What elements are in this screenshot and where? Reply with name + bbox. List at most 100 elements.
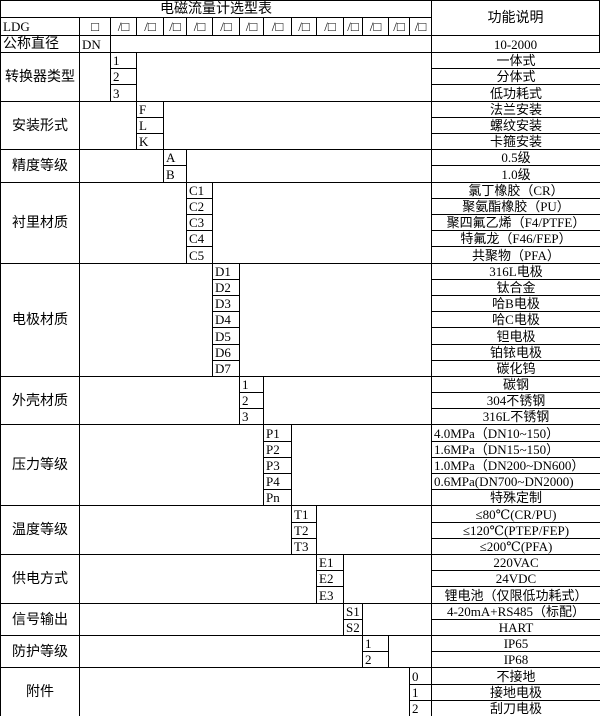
- option-code: C4: [186, 230, 213, 247]
- option-code: Pn: [263, 489, 292, 506]
- option-description: 316L电极: [431, 263, 600, 280]
- model-slot: /□: [212, 17, 240, 36]
- option-description: 锂电池（仅限低功耗式）: [431, 586, 600, 604]
- option-description: 4-20mA+RS485（标配）: [431, 603, 600, 620]
- option-code: K: [136, 133, 164, 150]
- option-description: ≤80℃(CR/PU): [431, 505, 600, 523]
- blank-cell: [79, 182, 187, 264]
- option-code: 1: [362, 635, 389, 652]
- option-code: 3: [110, 84, 137, 102]
- option-code: 3: [239, 408, 264, 425]
- blank-cell: [163, 101, 432, 150]
- option-code: 2: [409, 700, 432, 716]
- option-description: 24VDC: [431, 570, 600, 587]
- option-description: 螺纹安装: [431, 117, 600, 134]
- option-description: 0.5级: [431, 149, 600, 166]
- group-label: 信号输出: [0, 603, 80, 636]
- blank-cell: [343, 554, 432, 604]
- model-slot: /□: [110, 17, 137, 36]
- model-first-slot: □: [79, 17, 111, 36]
- option-description: 铂铱电极: [431, 344, 600, 361]
- option-description: 220VAC: [431, 554, 600, 571]
- option-code: T2: [291, 522, 317, 539]
- blank-cell: [79, 635, 363, 668]
- option-code: D6: [212, 344, 240, 361]
- blank-cell: [362, 603, 432, 636]
- option-code: P4: [263, 473, 292, 490]
- option-code: 2: [239, 392, 264, 409]
- option-code: 1: [110, 52, 137, 69]
- option-description: 0.6MPa(DN700~DN2000): [431, 473, 600, 490]
- option-code: T1: [291, 505, 317, 523]
- option-code: D2: [212, 279, 240, 296]
- option-description: 哈C电极: [431, 311, 600, 328]
- option-code: C3: [186, 214, 213, 231]
- option-description: 碳化钨: [431, 360, 600, 377]
- option-description: 低功耗式: [431, 84, 600, 102]
- blank-cell: [212, 182, 432, 264]
- option-description: 分体式: [431, 68, 600, 85]
- option-description: 刮刀电极: [431, 700, 600, 716]
- blank-cell: [79, 667, 410, 716]
- option-code: D4: [212, 311, 240, 328]
- model-slot: /□: [186, 17, 213, 36]
- option-description: 钽电极: [431, 327, 600, 345]
- group-label: 压力等级: [0, 424, 80, 506]
- model-slot: /□: [343, 17, 363, 36]
- nominal-label: 公称直径: [0, 35, 80, 53]
- option-description: 氯丁橡胶（CR）: [431, 182, 600, 199]
- option-code: D5: [212, 327, 240, 345]
- option-code: E3: [316, 586, 344, 604]
- option-code: A: [163, 149, 187, 166]
- blank-cell: [186, 149, 432, 183]
- group-label: 防护等级: [0, 635, 80, 668]
- option-code: P1: [263, 424, 292, 442]
- option-description: 卡箍安装: [431, 133, 600, 150]
- blank-cell: [79, 52, 111, 102]
- blank-cell: [79, 603, 344, 636]
- option-description: ≤120℃(PTEP/FEP): [431, 522, 600, 539]
- option-description: 哈B电极: [431, 295, 600, 312]
- option-description: 聚氨酯橡胶（PU）: [431, 198, 600, 215]
- group-label: 转换器类型: [0, 52, 80, 102]
- option-code: E1: [316, 554, 344, 571]
- function-header: 功能说明: [431, 0, 600, 36]
- option-description: 一体式: [431, 52, 600, 69]
- model-slot: /□: [316, 17, 344, 36]
- option-code: D1: [212, 263, 240, 280]
- group-label: 衬里材质: [0, 182, 80, 264]
- option-code: F: [136, 101, 164, 118]
- option-description: 特氟龙（F46/FEP）: [431, 230, 600, 247]
- group-label: 温度等级: [0, 505, 80, 555]
- option-code: S2: [343, 619, 363, 636]
- option-description: 法兰安装: [431, 101, 600, 118]
- nominal-code: DN: [79, 35, 111, 53]
- blank-cell: [79, 149, 164, 183]
- blank-cell: [79, 101, 137, 150]
- model-slot: /□: [388, 17, 410, 36]
- option-code: S1: [343, 603, 363, 620]
- option-code: C2: [186, 198, 213, 215]
- option-code: P2: [263, 441, 292, 458]
- model-slot: /□: [163, 17, 187, 36]
- blank-cell: [388, 635, 432, 668]
- option-description: 不接地: [431, 667, 600, 685]
- option-code: 1: [239, 376, 264, 393]
- option-code: D3: [212, 295, 240, 312]
- option-description: IP65: [431, 635, 600, 652]
- option-description: 碳钢: [431, 376, 600, 393]
- group-label: 附件: [0, 667, 80, 716]
- group-label: 安装形式: [0, 101, 80, 150]
- blank-cell: [79, 376, 240, 425]
- option-description: 共聚物（PFA）: [431, 246, 600, 264]
- blank-cell: [79, 263, 213, 377]
- model-slot: /□: [291, 17, 317, 36]
- model-slot: /□: [136, 17, 164, 36]
- option-description: 4.0MPa（DN10~150）: [431, 424, 600, 442]
- option-description: HART: [431, 619, 600, 636]
- group-label: 外壳材质: [0, 376, 80, 425]
- option-code: L: [136, 117, 164, 134]
- option-code: C5: [186, 246, 213, 264]
- option-code: 1: [409, 684, 432, 701]
- option-code: 2: [110, 68, 137, 85]
